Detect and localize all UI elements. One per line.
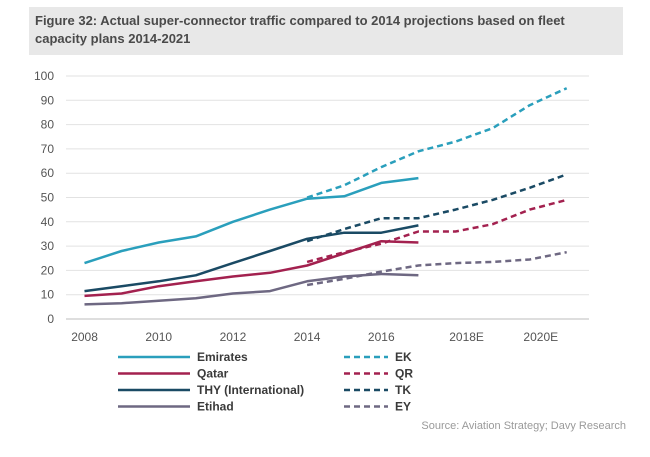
series-line-emirates [84, 176, 419, 265]
x-tick-label: 2020E [523, 330, 558, 344]
y-tick-label: 30 [41, 239, 55, 253]
x-tick-label: 2012 [220, 330, 247, 344]
title-band: Figure 32: Actual super-connector traffi… [29, 7, 623, 55]
y-tick-label: 60 [41, 166, 55, 180]
legend-label-qr: QR [395, 367, 413, 381]
source-note: Source: Aviation Strategy; Davy Research [421, 420, 626, 432]
series-line-qr [306, 198, 568, 264]
y-tick-label: 10 [41, 288, 55, 302]
series-line-ek [306, 87, 568, 199]
y-tick-label: 90 [41, 93, 55, 107]
y-tick-label: 0 [47, 312, 54, 326]
legend-label-etihad: Etihad [197, 400, 234, 414]
x-tick-label: 2010 [145, 330, 172, 344]
series-line-thy-international [84, 224, 419, 293]
legend-label-emirates: Emirates [197, 350, 248, 364]
y-tick-label: 100 [34, 69, 54, 83]
series-line-etihad [84, 272, 419, 306]
x-tick-label: 2014 [294, 330, 321, 344]
x-tick-label: 2018E [449, 330, 484, 344]
legend-label-ey: EY [395, 400, 411, 414]
figure-title: Figure 32: Actual super-connector traffi… [35, 13, 565, 46]
legend-label-ek: EK [395, 350, 412, 364]
y-tick-label: 70 [41, 142, 55, 156]
x-tick-label: 2008 [71, 330, 98, 344]
legend-label-tk: TK [395, 383, 411, 397]
x-tick-label: 2016 [368, 330, 395, 344]
legend-label-qatar: Qatar [197, 367, 229, 381]
legend-label-thy-international: THY (International) [197, 383, 304, 397]
y-tick-label: 20 [41, 263, 55, 277]
series-line-tk [306, 173, 568, 243]
y-tick-label: 80 [41, 118, 55, 132]
y-tick-label: 50 [41, 191, 55, 205]
y-tick-label: 40 [41, 215, 55, 229]
series-line-qatar [84, 239, 419, 298]
series-line-ey [306, 250, 567, 287]
